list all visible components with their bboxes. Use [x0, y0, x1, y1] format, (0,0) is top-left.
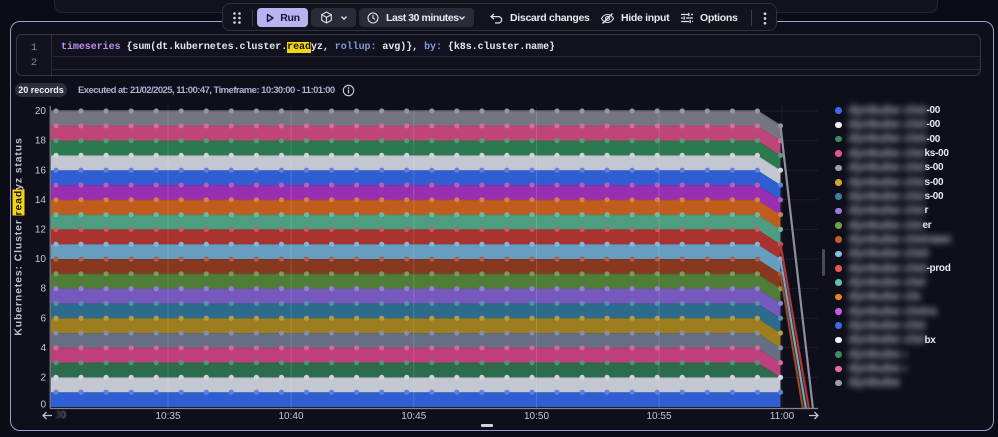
- svg-text:18: 18: [35, 136, 47, 147]
- svg-text:10:40: 10:40: [278, 411, 303, 422]
- svg-text:10:35: 10:35: [155, 411, 180, 422]
- svg-text:10:55: 10:55: [646, 411, 671, 422]
- svg-text:8: 8: [40, 284, 46, 295]
- svg-text:20: 20: [35, 106, 47, 117]
- svg-text:16: 16: [35, 165, 47, 176]
- svg-text:10:45: 10:45: [401, 411, 426, 422]
- svg-text:6: 6: [40, 313, 46, 324]
- svg-text:11:00: 11:00: [770, 411, 795, 422]
- svg-text:14: 14: [35, 195, 47, 206]
- svg-text:10: 10: [35, 254, 47, 265]
- svg-text:12: 12: [35, 225, 47, 236]
- svg-text:4: 4: [40, 343, 46, 354]
- svg-text:2: 2: [40, 373, 46, 384]
- svg-text:0: 0: [40, 400, 46, 411]
- svg-text:10:50: 10:50: [524, 411, 549, 422]
